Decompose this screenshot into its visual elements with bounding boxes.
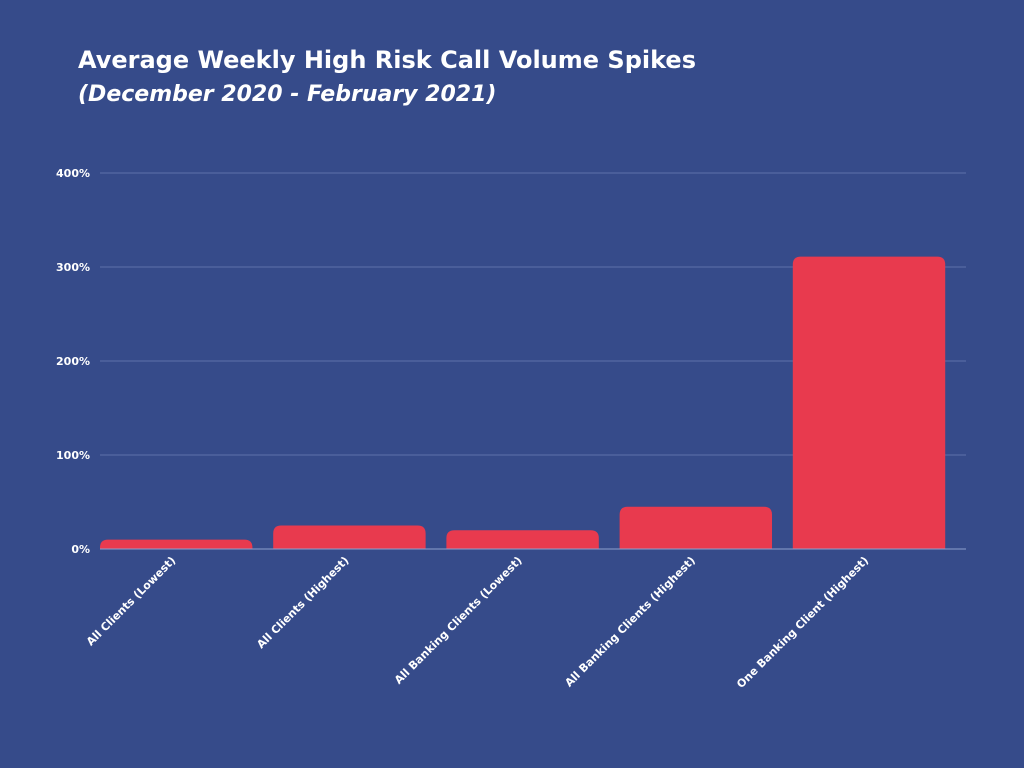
y-tick-label: 100%: [56, 449, 90, 462]
x-tick-label: All Banking Clients (Highest): [562, 554, 698, 690]
y-tick-label: 200%: [56, 355, 90, 368]
bar: [273, 525, 426, 549]
y-tick-label: 400%: [56, 167, 90, 180]
x-axis-tick-labels: All Clients (Lowest) All Clients (Highest…: [84, 554, 871, 691]
x-tick-label: All Banking Clients (Lowest): [392, 554, 525, 687]
y-axis-tick-labels: 0% 100% 200% 300% 400%: [56, 167, 90, 556]
chart-title: Average Weekly High Risk Call Volume Spi…: [78, 46, 696, 74]
x-tick-label: All Clients (Highest): [254, 554, 351, 651]
bar: [100, 539, 253, 549]
x-tick-label: One Banking Client (Highest): [734, 554, 871, 691]
y-tick-label: 0%: [71, 543, 90, 556]
bar: [619, 506, 773, 549]
bar: [792, 256, 946, 549]
bars: [100, 256, 946, 549]
bar: [446, 530, 599, 549]
chart-subtitle: (December 2020 - February 2021): [78, 82, 497, 107]
y-tick-label: 300%: [56, 261, 90, 274]
x-tick-label: All Clients (Lowest): [84, 554, 178, 648]
